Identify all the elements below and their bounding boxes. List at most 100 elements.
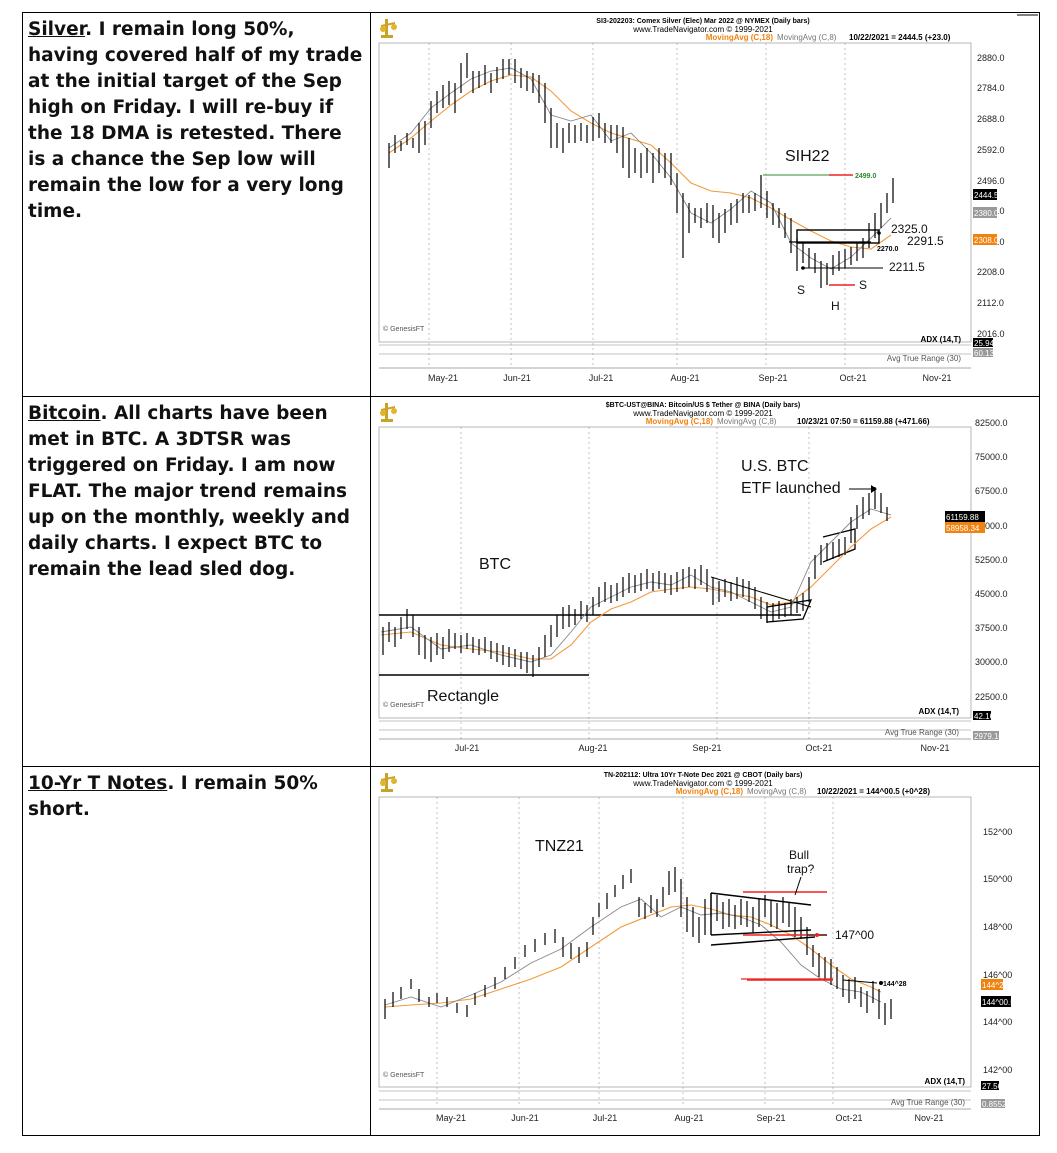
ma18-tag: 144^25 (982, 981, 1009, 990)
svg-text:Oct-21: Oct-21 (835, 1113, 862, 1123)
chart-copyright: www.TradeNavigator.com © 1999-2021 (632, 409, 773, 418)
svg-text:148^00: 148^00 (983, 922, 1012, 932)
symbol-label: SIH22 (785, 148, 830, 165)
svg-text:27.56: 27.56 (982, 1082, 1003, 1091)
svg-text:2880.0: 2880.0 (977, 53, 1005, 63)
svg-text:Oct-21: Oct-21 (839, 373, 866, 383)
chart-copyright: www.TradeNavigator.com © 1999-2021 (632, 779, 773, 788)
commentary-cell: 10-Yr T Notes. I remain 50% short. (22, 766, 371, 1136)
svg-text:25.94: 25.94 (974, 339, 995, 348)
y-axis: 152^00 150^00 148^00 146^00 144^00 142^0… (983, 827, 1012, 1075)
commentary-text: Bitcoin. All charts have been met in BTC… (28, 403, 351, 580)
svg-text:2688.0: 2688.0 (977, 114, 1005, 124)
commentary-text: 10-Yr T Notes. I remain 50% short. (28, 773, 318, 820)
legend-ma18: MovingAvg (C,18) (646, 417, 714, 426)
svg-text:Aug-21: Aug-21 (674, 1113, 703, 1123)
watermark: © GenesisFT (383, 1071, 425, 1079)
svg-text:Aug-21: Aug-21 (578, 743, 607, 753)
commentary-text: Silver. I remain long 50%, having covere… (28, 19, 363, 222)
tradenavigator-logo-icon (380, 403, 397, 422)
svg-text:May-21: May-21 (428, 373, 458, 383)
price-tag: 61159.88 (946, 513, 979, 522)
adx-label: ADX (14,T) (925, 1077, 966, 1086)
svg-text:U.S. BTC: U.S. BTC (741, 458, 809, 475)
svg-text:Bull: Bull (789, 848, 809, 862)
svg-text:Sep-21: Sep-21 (756, 1113, 785, 1123)
price-plot-area (378, 426, 972, 719)
tradenavigator-logo-icon (380, 19, 397, 38)
ma18-tag: 2308.0 (974, 236, 999, 245)
svg-text:30000.0: 30000.0 (975, 657, 1008, 667)
svg-text:2499.0: 2499.0 (855, 173, 877, 180)
watermark: © GenesisFT (383, 701, 425, 709)
symbol-label: TNZ21 (535, 838, 584, 855)
legend-ma8: MovingAvg (C,8) (747, 787, 807, 796)
svg-text:2208.0: 2208.0 (977, 267, 1005, 277)
svg-text:2325.0: 2325.0 (891, 222, 928, 236)
row-bitcoin: Bitcoin. All charts have been met in BTC… (22, 396, 1040, 767)
svg-text:37500.0: 37500.0 (975, 623, 1008, 633)
svg-text:Nov-21: Nov-21 (920, 743, 949, 753)
svg-text:22500.0: 22500.0 (975, 692, 1008, 702)
silver-chart: SI3-202203: Comex Silver (Elec) Mar 2022… (378, 14, 1038, 383)
svg-text:2291.5: 2291.5 (907, 234, 944, 248)
tnote-chart: TN-202112: Ultra 10Yr T-Note Dec 2021 @ … (378, 772, 1015, 1123)
svg-text:Jun-21: Jun-21 (511, 1113, 539, 1123)
chart-cell: SI3-202203: Comex Silver (Elec) Mar 2022… (370, 12, 1040, 397)
svg-text:75000.0: 75000.0 (975, 452, 1008, 462)
svg-text:2270.0: 2270.0 (877, 246, 899, 253)
svg-text:42.16: 42.16 (974, 712, 995, 721)
chart-cell: $BTC-UST@BINA: Bitcoin/US $ Tether @ BIN… (370, 396, 1040, 767)
svg-text:147^00: 147^00 (835, 928, 874, 942)
svg-text:2592.0: 2592.0 (977, 145, 1005, 155)
commentary-cell: Silver. I remain long 50%, having covere… (22, 12, 371, 397)
svg-text:142^00: 142^00 (983, 1065, 1012, 1075)
svg-text:S: S (859, 278, 867, 292)
svg-text:Aug-21: Aug-21 (670, 373, 699, 383)
svg-text:Jul-21: Jul-21 (589, 373, 614, 383)
price-tag: 2444.5 (974, 191, 999, 200)
watermark: © GenesisFT (383, 325, 425, 333)
svg-text:Nov-21: Nov-21 (922, 373, 951, 383)
atr-label: Avg True Range (30) (885, 728, 959, 737)
price-tag: 144^00.5 (982, 998, 1015, 1007)
price-plot-area (378, 42, 972, 343)
ma18-tag: 58958.34 (946, 524, 980, 533)
y-axis: 82500.0 75000.0 67500.0 60000.0 52500.0 … (975, 418, 1008, 702)
market-title: Silver (28, 19, 86, 40)
svg-text:Jul-21: Jul-21 (455, 743, 480, 753)
svg-text:82500.0: 82500.0 (975, 418, 1008, 428)
svg-text:67500.0: 67500.0 (975, 486, 1008, 496)
svg-text:45000.0: 45000.0 (975, 589, 1008, 599)
price-bars (382, 487, 888, 677)
row-silver: Silver. I remain long 50%, having covere… (22, 12, 1040, 397)
svg-text:Jun-21: Jun-21 (503, 373, 531, 383)
svg-text:H: H (831, 299, 840, 313)
svg-text:BTC: BTC (479, 556, 511, 573)
atr-label: Avg True Range (30) (891, 1098, 965, 1107)
svg-text:144^28: 144^28 (883, 980, 907, 988)
svg-text:ETF launched: ETF launched (741, 480, 841, 497)
svg-text:52500.0: 52500.0 (975, 555, 1008, 565)
atr-label: Avg True Range (30) (887, 354, 961, 363)
svg-text:2496.0: 2496.0 (977, 176, 1005, 186)
last-price-label: 10/23/21 07:50 = 61159.88 (+471.66) (797, 417, 930, 426)
adx-label: ADX (14,T) (919, 707, 960, 716)
svg-text:May-21: May-21 (436, 1113, 466, 1123)
month-gridlines (428, 43, 846, 368)
newsletter-table: Silver. I remain long 50%, having covere… (22, 12, 1040, 1136)
chart-cell: TN-202112: Ultra 10Yr T-Note Dec 2021 @ … (370, 766, 1040, 1136)
svg-text:trap?: trap? (787, 862, 815, 876)
svg-text:60.13: 60.13 (974, 349, 995, 358)
legend-ma18: MovingAvg (C,18) (706, 33, 774, 42)
svg-text:146^00: 146^00 (983, 970, 1012, 980)
legend-ma8: MovingAvg (C,8) (777, 33, 837, 42)
legend-ma8: MovingAvg (C,8) (717, 417, 777, 426)
last-price-label: 10/22/2021 = 2444.5 (+23.0) (849, 33, 951, 42)
price-bars (388, 53, 894, 288)
market-title: Bitcoin (28, 403, 101, 424)
price-plot-area (378, 796, 972, 1088)
price-bars (384, 867, 892, 1025)
last-price-label: 10/22/2021 = 144^00.5 (+0^28) (817, 787, 930, 796)
chart-copyright: www.TradeNavigator.com © 1999-2021 (632, 25, 773, 34)
